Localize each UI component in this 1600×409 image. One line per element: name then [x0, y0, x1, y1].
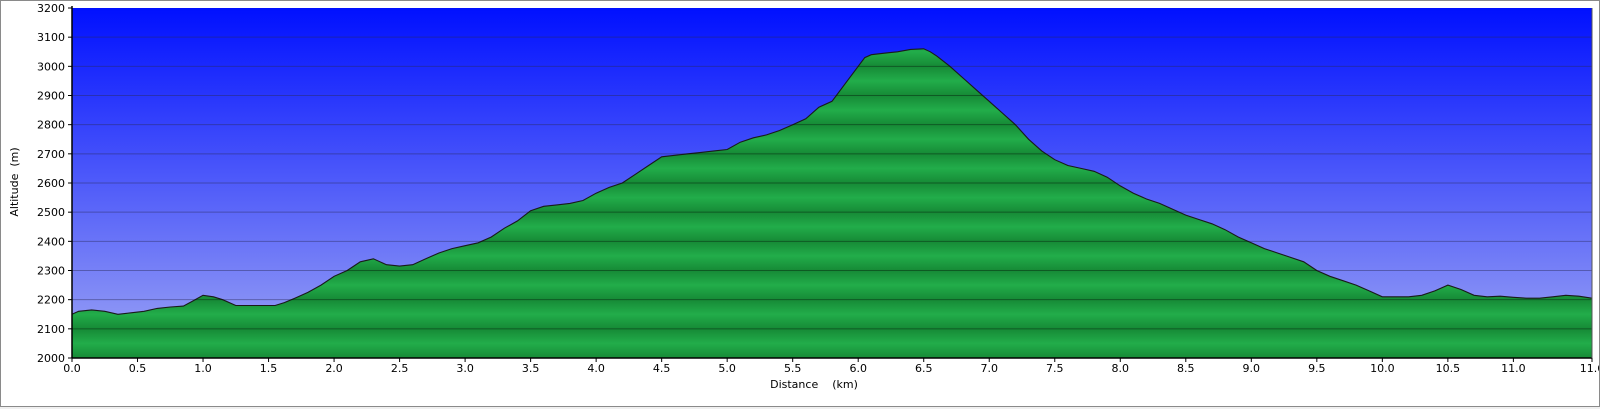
y-tick-label: 3000: [37, 60, 65, 73]
axes: [68, 6, 1593, 362]
y-tick-label: 2000: [37, 352, 65, 365]
y-tick-label: 2700: [37, 148, 65, 161]
y-tick-label: 2600: [37, 177, 65, 190]
y-tick-label: 3100: [37, 31, 65, 44]
x-axis-title: Distance (km): [770, 378, 858, 391]
y-tick-label: 2100: [37, 323, 65, 336]
x-tick-label: 8.5: [1177, 362, 1195, 375]
x-tick-label: 6.0: [849, 362, 867, 375]
x-tick-label: 5.0: [718, 362, 736, 375]
x-tick-label: 1.5: [260, 362, 278, 375]
y-tick-label: 2200: [37, 294, 65, 307]
x-tick-label: 0.0: [63, 362, 81, 375]
x-tick-label: 7.0: [980, 362, 998, 375]
y-tick-labels: 2000 2100 2200 2300 2400 2500 2600 2700 2800 2900…: [37, 2, 65, 365]
x-tick-label: 1.0: [194, 362, 212, 375]
x-tick-label: 10.5: [1436, 362, 1461, 375]
x-tick-label: 6.5: [915, 362, 933, 375]
y-tick-label: 2800: [37, 119, 65, 132]
x-tick-label: 9.5: [1308, 362, 1326, 375]
x-tick-label: 2.0: [325, 362, 343, 375]
x-tick-label: 4.0: [587, 362, 605, 375]
y-tick-label: 3200: [37, 2, 65, 15]
x-tick-label: 4.5: [653, 362, 671, 375]
y-tick-label: 2300: [37, 265, 65, 278]
elevation-line: [71, 48, 1593, 315]
x-tick-label: 11.6: [1580, 362, 1599, 375]
x-tick-label: 11.0: [1501, 362, 1526, 375]
x-tick-labels: 0.0 0.5 1.0 1.5 2.0 2.5 3.0 3.5 4.0 4.5 5.0 5.5 6.0 6…: [63, 362, 1599, 375]
y-tick-label: 2900: [37, 90, 65, 103]
x-tick-label: 10.0: [1370, 362, 1395, 375]
x-tick-label: 5.5: [784, 362, 802, 375]
x-tick-label: 2.5: [391, 362, 409, 375]
x-tick-label: 3.0: [456, 362, 474, 375]
x-tick-label: 3.5: [522, 362, 540, 375]
x-tick-label: 0.5: [129, 362, 147, 375]
y-tick-label: 2400: [37, 235, 65, 248]
x-tick-label: 8.0: [1112, 362, 1130, 375]
x-tick-label: 9.0: [1243, 362, 1261, 375]
x-tick-label: 7.5: [1046, 362, 1064, 375]
y-axis-title: Altitude (m): [8, 147, 21, 216]
y-tick-label: 2500: [37, 206, 65, 219]
